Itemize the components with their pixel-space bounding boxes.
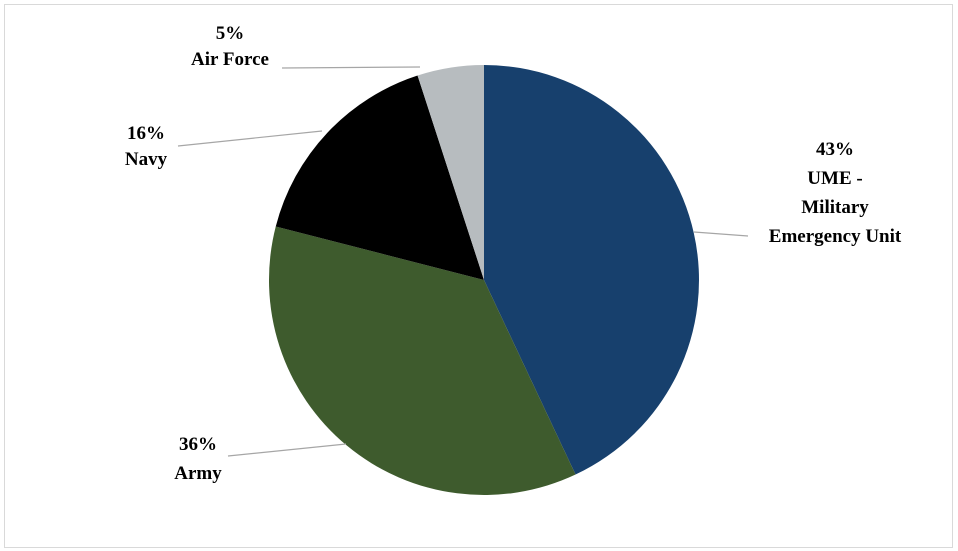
data-label-category: Air Force — [191, 49, 269, 70]
data-label: 5% Air Force — [191, 23, 269, 70]
data-label: 43% UME - Military Emergency Unit — [769, 139, 902, 247]
leader-line — [227, 443, 347, 457]
data-label-percent: 16% — [127, 123, 165, 144]
data-label-percent: 36% — [179, 434, 217, 455]
pie-slice — [417, 65, 484, 280]
data-label-category: Emergency Unit — [769, 226, 902, 247]
data-label-category: UME - — [807, 168, 862, 189]
data-label-category: Navy — [125, 149, 168, 170]
data-label: 16% Navy — [125, 123, 168, 170]
leader-line — [177, 130, 323, 147]
data-label-category: Army — [174, 463, 222, 484]
data-label: 36% Army — [174, 434, 222, 484]
data-label-category: Military — [801, 197, 869, 218]
pie-slice — [269, 226, 576, 496]
pie-slice — [275, 75, 484, 280]
data-label-percent: 43% — [816, 139, 854, 160]
leader-line — [281, 66, 421, 69]
data-label-percent: 5% — [216, 23, 245, 44]
pie-slice — [484, 65, 699, 475]
leader-line — [693, 231, 749, 237]
